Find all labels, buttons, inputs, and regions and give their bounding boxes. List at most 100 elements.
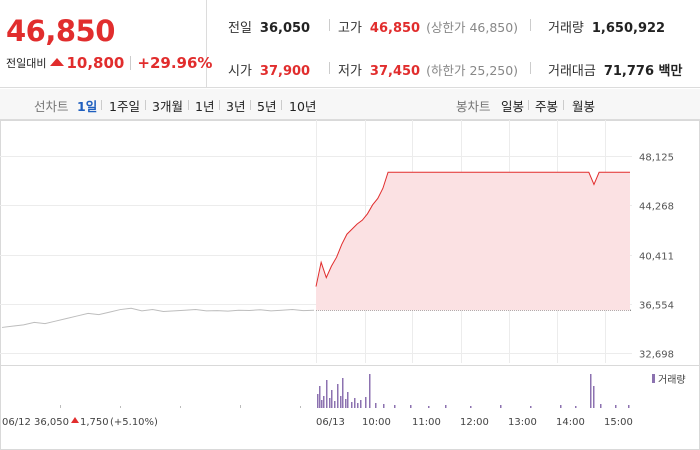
volume-bar bbox=[560, 405, 562, 408]
divider bbox=[563, 100, 564, 110]
x-tick-label: 11:00 bbox=[412, 417, 441, 428]
volume-bar bbox=[369, 374, 371, 408]
series-line-today bbox=[315, 171, 630, 287]
volume-bar bbox=[575, 406, 577, 408]
tab-5y[interactable]: 5년 bbox=[257, 99, 277, 114]
x-label-prev-rate: (+5.10%) bbox=[110, 417, 158, 428]
divider bbox=[250, 100, 251, 110]
volume-bar bbox=[628, 405, 630, 408]
stat-value: 36,050 bbox=[259, 21, 311, 36]
y-tick-label: 36,554 bbox=[639, 301, 674, 312]
volume-bar bbox=[337, 384, 339, 408]
candle-chart-label: 봉차트 bbox=[456, 99, 491, 114]
volume-bar bbox=[590, 374, 592, 408]
stat-trade-value: 거래대금 71,776 백만 bbox=[548, 60, 682, 79]
chart-canvas: 48,125 44,268 40,411 36,554 32,698 06/12 36,05… bbox=[0, 120, 700, 450]
volume-bar bbox=[360, 400, 362, 408]
x-tick-label: 14:00 bbox=[556, 417, 585, 428]
tab-daily[interactable]: 일봉 bbox=[501, 99, 525, 114]
change-rate: +29.96% bbox=[137, 54, 213, 72]
stat-value: 71,776 백만 bbox=[603, 64, 683, 79]
price-change: 전일대비 10,800 +29.96% bbox=[6, 54, 212, 72]
change-amount: 10,800 bbox=[66, 54, 125, 72]
stat-low: 저가 37,450 (하한가 25,250) bbox=[338, 60, 518, 79]
stat-high: 고가 46,850 (상한가 46,850) bbox=[338, 17, 518, 36]
divider bbox=[528, 100, 529, 110]
x-tick-label: 06/13 bbox=[316, 417, 345, 428]
volume-bar bbox=[365, 397, 367, 408]
stat-volume: 거래량 1,650,922 bbox=[548, 17, 665, 36]
volume-bar bbox=[317, 394, 319, 408]
y-tick-label: 32,698 bbox=[639, 350, 674, 361]
volume-bar bbox=[321, 400, 323, 408]
x-tick-label: 15:00 bbox=[604, 417, 633, 428]
divider bbox=[329, 19, 330, 31]
tab-10y[interactable]: 10년 bbox=[289, 99, 317, 114]
volume-bar bbox=[345, 399, 347, 408]
stat-value: 37,900 bbox=[259, 64, 311, 79]
divider bbox=[219, 100, 220, 110]
current-price: 46,850 bbox=[6, 14, 115, 48]
volume-bar bbox=[120, 406, 121, 408]
divider bbox=[530, 62, 531, 74]
divider bbox=[329, 62, 330, 74]
y-tick-label: 40,411 bbox=[639, 252, 674, 263]
divider bbox=[145, 100, 146, 110]
up-arrow-icon bbox=[50, 58, 65, 66]
tab-1w[interactable]: 1주일 bbox=[109, 99, 140, 114]
volume-bar bbox=[300, 406, 301, 408]
volume-bar bbox=[240, 405, 241, 408]
volume-bar bbox=[60, 405, 61, 408]
volume-bar bbox=[445, 405, 447, 408]
stat-label: 고가 bbox=[338, 21, 362, 36]
divider bbox=[188, 100, 189, 110]
x-label-prev-date: 06/12 bbox=[2, 417, 31, 428]
price-chart[interactable]: 48,125 44,268 40,411 36,554 32,698 06/12 36,05… bbox=[0, 120, 700, 450]
line-chart-label: 선차트 bbox=[34, 99, 69, 114]
volume-bar bbox=[615, 405, 617, 408]
tab-weekly[interactable]: 주봉 bbox=[535, 99, 559, 114]
price-box: 46,850 전일대비 10,800 +29.96% bbox=[0, 0, 212, 88]
stat-label: 거래대금 bbox=[548, 64, 596, 79]
series-area-today bbox=[316, 172, 630, 311]
volume-bar bbox=[593, 386, 595, 408]
volume-bar bbox=[323, 396, 325, 408]
volume-bar bbox=[180, 406, 181, 408]
volume-bar bbox=[326, 380, 328, 408]
volume-bar bbox=[375, 403, 377, 408]
quote-stats: 전일 36,050 고가 46,850 (상한가 46,850) 거래량 1,6… bbox=[208, 0, 700, 88]
volume-bar bbox=[347, 392, 349, 408]
volume-bar bbox=[351, 402, 353, 408]
volume-bar bbox=[428, 406, 430, 408]
up-arrow-icon bbox=[71, 417, 79, 423]
divider bbox=[130, 56, 132, 70]
tab-1y[interactable]: 1년 bbox=[195, 99, 215, 114]
volume-bar bbox=[334, 401, 336, 408]
stat-open: 시가 37,900 bbox=[228, 60, 310, 79]
stat-label: 전일 bbox=[228, 21, 252, 36]
volume-bar bbox=[319, 386, 321, 408]
tab-1d[interactable]: 1일 bbox=[77, 99, 98, 114]
y-tick-label: 44,268 bbox=[639, 202, 674, 213]
volume-bar bbox=[354, 398, 356, 408]
x-tick-label: 10:00 bbox=[362, 417, 391, 428]
tab-monthly[interactable]: 월봉 bbox=[572, 99, 596, 114]
volume-bar bbox=[410, 405, 412, 408]
tab-3m[interactable]: 3개월 bbox=[152, 99, 183, 114]
series-line-prev-day bbox=[1, 307, 315, 328]
stat-label: 저가 bbox=[338, 64, 362, 79]
x-label-prev-change: 1,750 bbox=[80, 417, 109, 428]
stat-label: 거래량 bbox=[548, 21, 584, 36]
stat-value: 37,450 bbox=[369, 64, 421, 79]
quote-summary: 46,850 전일대비 10,800 +29.96% 전일 36,050 고가 … bbox=[0, 0, 700, 88]
volume-bar bbox=[470, 406, 472, 408]
legend-swatch bbox=[652, 374, 655, 383]
stat-label: 시가 bbox=[228, 64, 252, 79]
stat-value: 46,850 bbox=[369, 21, 421, 36]
divider bbox=[530, 19, 531, 31]
x-tick-label: 12:00 bbox=[460, 417, 489, 428]
x-tick-label: 13:00 bbox=[508, 417, 537, 428]
volume-bar bbox=[530, 406, 532, 408]
stat-value: 1,650,922 bbox=[591, 21, 666, 36]
tab-3y[interactable]: 3년 bbox=[226, 99, 246, 114]
